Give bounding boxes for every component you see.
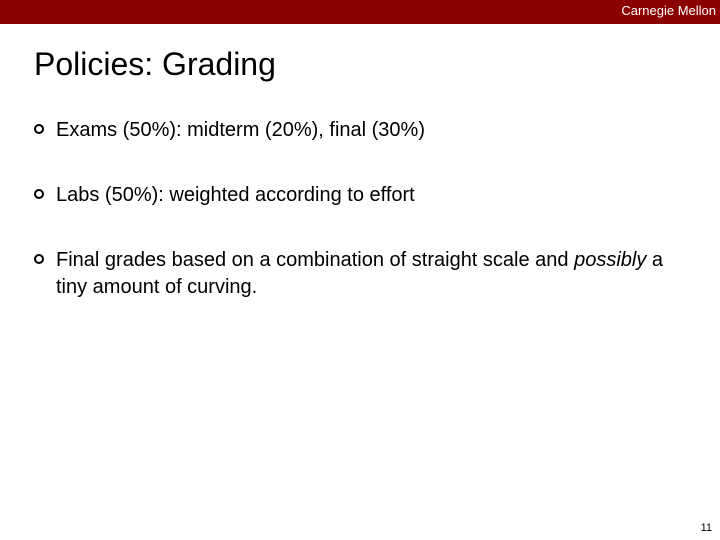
bullet-item: Exams (50%): midterm (20%), final (30%): [34, 117, 686, 144]
bullet-text: Exams (50%): midterm (20%), final (30%): [56, 117, 686, 144]
slide-title: Policies: Grading: [34, 46, 720, 83]
bullet-item: Final grades based on a combination of s…: [34, 247, 686, 301]
bullet-marker-icon: [34, 189, 44, 199]
header-brand: Carnegie Mellon: [621, 3, 716, 18]
bullet-item: Labs (50%): weighted according to effort: [34, 182, 686, 209]
bullet-text: Labs (50%): weighted according to effort: [56, 182, 686, 209]
header-bar: Carnegie Mellon: [0, 0, 720, 24]
bullet-text: Final grades based on a combination of s…: [56, 247, 686, 301]
bullet-marker-icon: [34, 254, 44, 264]
page-number: 11: [701, 522, 712, 534]
bullet-marker-icon: [34, 124, 44, 134]
slide-content: Exams (50%): midterm (20%), final (30%) …: [34, 117, 686, 301]
